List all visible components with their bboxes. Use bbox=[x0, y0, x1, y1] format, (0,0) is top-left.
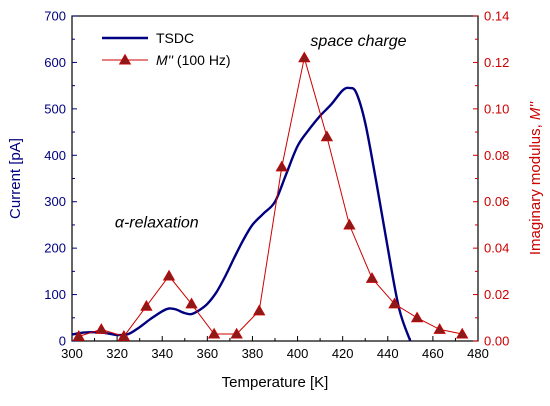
x-tick-label: 440 bbox=[377, 346, 399, 361]
modulus-marker bbox=[140, 299, 153, 311]
modulus-marker bbox=[72, 330, 85, 341]
right-y-tick-label: 0.02 bbox=[484, 287, 509, 302]
modulus-marker bbox=[207, 327, 221, 339]
modulus-marker bbox=[162, 269, 176, 281]
right-y-axis-title-symbol: M'' bbox=[527, 101, 544, 120]
modulus-marker bbox=[410, 311, 424, 323]
annotation-alpha-symbol: α bbox=[115, 214, 125, 231]
left-y-tick-label: 100 bbox=[44, 287, 66, 302]
x-tick-label: 480 bbox=[467, 346, 489, 361]
x-tick-label: 380 bbox=[242, 346, 264, 361]
left-y-tick-label: 700 bbox=[44, 9, 66, 24]
x-tick-label: 420 bbox=[332, 346, 354, 361]
x-tick-label: 300 bbox=[61, 346, 83, 361]
right-y-tick-label: 0.00 bbox=[484, 334, 509, 349]
modulus-marker bbox=[343, 218, 356, 230]
x-axis-ticks: 300 320 340 360 380 400 420 440 460 480 bbox=[61, 336, 489, 361]
right-y-tick-label: 0.04 bbox=[484, 241, 509, 256]
right-y-tick-label: 0.14 bbox=[484, 9, 509, 24]
x-tick-label: 360 bbox=[196, 346, 218, 361]
legend-tsdc-label: TSDC bbox=[156, 30, 194, 46]
legend-modulus-suffix: (100 Hz) bbox=[173, 52, 231, 68]
right-y-tick-label: 0.10 bbox=[484, 101, 509, 116]
right-y-axis-ticks: 0.00 0.02 0.04 0.06 0.08 0.10 0.12 0.14 bbox=[473, 9, 509, 349]
left-y-tick-label: 400 bbox=[44, 148, 66, 163]
right-y-tick-label: 0.08 bbox=[484, 148, 509, 163]
modulus-marker bbox=[433, 323, 446, 334]
modulus-marker bbox=[230, 327, 243, 339]
right-y-tick-label: 0.12 bbox=[484, 55, 509, 70]
x-tick-label: 400 bbox=[287, 346, 309, 361]
modulus-marker bbox=[275, 160, 288, 172]
right-y-axis-title-prefix: Imaginary modulus, bbox=[527, 120, 544, 255]
right-y-tick-label: 0.06 bbox=[484, 194, 509, 209]
legend: TSDC M'' (100 Hz) bbox=[102, 30, 231, 68]
modulus-markers bbox=[72, 51, 469, 341]
modulus-marker bbox=[253, 304, 266, 316]
annotation-alpha-relaxation: α-relaxation bbox=[115, 214, 199, 231]
annotation-alpha-text: -relaxation bbox=[124, 214, 199, 231]
left-y-tick-label: 0 bbox=[59, 334, 66, 349]
series-line-tsdc bbox=[71, 86, 412, 342]
modulus-marker bbox=[456, 327, 469, 339]
modulus-marker bbox=[388, 297, 401, 309]
modulus-marker bbox=[320, 130, 334, 142]
right-y-axis-title: Imaginary modulus, M'' bbox=[527, 101, 544, 255]
x-axis-title: Temperature [K] bbox=[222, 374, 329, 391]
modulus-marker bbox=[298, 51, 311, 63]
left-y-axis-ticks: 0 100 200 300 400 500 600 700 bbox=[44, 9, 77, 349]
legend-modulus-label: M'' (100 Hz) bbox=[156, 52, 231, 68]
plot-frame bbox=[71, 15, 479, 342]
left-y-tick-label: 600 bbox=[44, 55, 66, 70]
modulus-marker bbox=[365, 272, 379, 283]
left-y-tick-label: 300 bbox=[44, 194, 66, 209]
x-tick-label: 340 bbox=[151, 346, 173, 361]
modulus-marker bbox=[117, 330, 131, 341]
modulus-marker bbox=[95, 323, 108, 334]
legend-modulus-marker bbox=[118, 53, 132, 65]
x-tick-label: 320 bbox=[106, 346, 128, 361]
legend-modulus-symbol: M'' bbox=[156, 52, 174, 68]
x-tick-label: 460 bbox=[422, 346, 444, 361]
left-y-tick-label: 200 bbox=[44, 241, 66, 256]
left-y-tick-label: 500 bbox=[44, 101, 66, 116]
series-line-modulus bbox=[78, 57, 463, 337]
annotation-space-charge: space charge bbox=[310, 33, 406, 50]
left-y-axis-title: Current [pA] bbox=[7, 138, 24, 219]
modulus-marker bbox=[185, 297, 198, 309]
